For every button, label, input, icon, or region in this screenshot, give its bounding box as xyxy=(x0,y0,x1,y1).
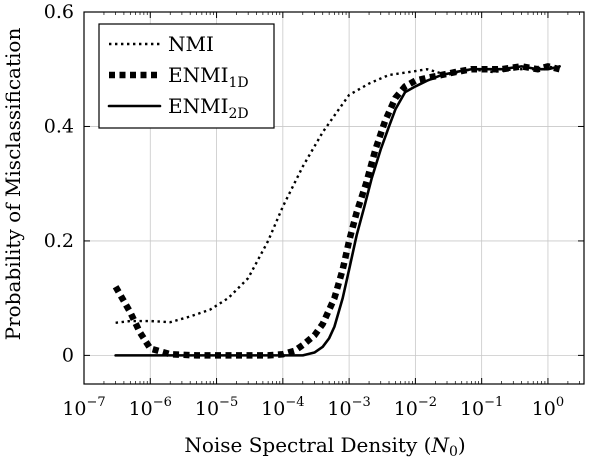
y-tick-label: 0.4 xyxy=(44,115,74,137)
x-tick-label: 10−7 xyxy=(62,395,105,420)
axis-ticks: 10−7 10−6 10−5 10−4 10−3 10−2 10−1 100 0 0.2 0.4 0.… xyxy=(44,1,584,420)
series-line-nmi xyxy=(115,65,560,324)
series-line-enmi2d xyxy=(114,65,561,357)
legend: NMI ENMI1D ENMI2D xyxy=(98,23,275,129)
x-tick-label: 100 xyxy=(532,395,564,420)
x-axis-label: Noise Spectral Density (N0) xyxy=(184,433,465,460)
y-tick-label: 0.2 xyxy=(44,230,74,252)
series-lines xyxy=(112,63,561,359)
y-tick-label: 0 xyxy=(62,344,74,366)
plot-frame xyxy=(83,11,585,385)
legend-box xyxy=(98,23,275,129)
legend-label-enmi1d: ENMI1D xyxy=(168,63,249,91)
x-tick-label: 10−6 xyxy=(129,395,172,420)
x-tick-label: 10−3 xyxy=(327,395,370,420)
legend-label-enmi2d: ENMI2D xyxy=(168,94,249,122)
y-axis-label: Probability of Misclassification xyxy=(1,28,25,341)
legend-label-nmi: NMI xyxy=(168,32,214,56)
x-tick-label: 10−1 xyxy=(460,395,503,420)
y-tick-label: 0.6 xyxy=(44,1,74,23)
x-tick-label: 10−5 xyxy=(195,395,238,420)
x-tick-label: 10−4 xyxy=(261,395,304,420)
x-tick-label: 10−2 xyxy=(394,395,437,420)
